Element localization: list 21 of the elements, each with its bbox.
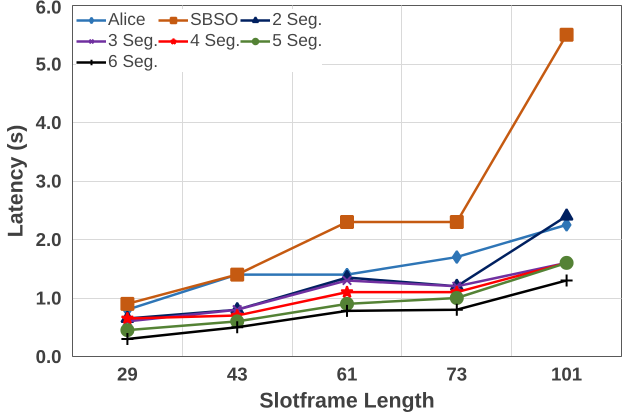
x-tick-label: 43 [226, 364, 248, 384]
legend-label: 6 Seg. [108, 51, 158, 72]
legend-label: 3 Seg. [108, 30, 158, 51]
y-tick-label: 2.0 [36, 229, 62, 250]
x-tick-label: 29 [117, 364, 138, 384]
y-tick-label: 1.0 [36, 288, 62, 308]
x-tick-label: 73 [446, 364, 468, 384]
legend-label: 4 Seg. [190, 30, 240, 51]
x-axis-title: Slotframe Length [259, 388, 435, 412]
x-tick-label: 61 [336, 364, 358, 384]
y-tick-label: 3.0 [36, 170, 62, 192]
legend-label: Alice [108, 9, 146, 30]
legend-label: SBSO [190, 9, 238, 30]
y-tick-label: 6.0 [36, 0, 62, 18]
y-tick-label: 5.0 [36, 54, 62, 74]
x-tick-label: 101 [551, 364, 582, 384]
legend-label: 2 Seg. [272, 9, 322, 30]
y-tick-label: 4.0 [36, 112, 62, 133]
legend-label: 5 Seg. [272, 30, 322, 51]
y-axis-title: Latency (s) [4, 124, 28, 238]
y-tick-label: 0.0 [36, 346, 62, 367]
